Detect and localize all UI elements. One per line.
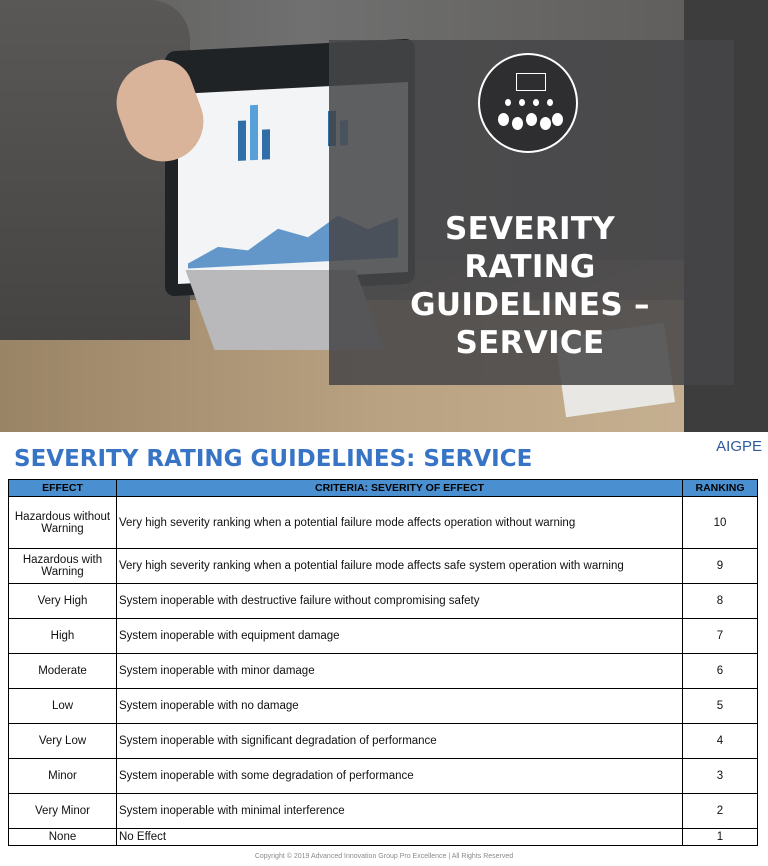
- criteria-cell: System inoperable with equipment damage: [116, 618, 683, 654]
- ranking-cell: 3: [682, 758, 758, 794]
- table-row: Moderate System inoperable with minor da…: [8, 653, 758, 689]
- table-row: Low System inoperable with no damage 5: [8, 688, 758, 724]
- table-row: None No Effect 1: [8, 828, 758, 846]
- table-row: Hazardous without Warning Very high seve…: [8, 496, 758, 549]
- table-row: Very Minor System inoperable with minima…: [8, 793, 758, 829]
- criteria-cell: System inoperable with destructive failu…: [116, 583, 683, 619]
- criteria-cell: System inoperable with minor damage: [116, 653, 683, 689]
- page-title: SEVERITY RATING GUIDELINES: SERVICE: [14, 446, 533, 472]
- criteria-cell: System inoperable with no damage: [116, 688, 683, 724]
- criteria-cell: System inoperable with significant degra…: [116, 723, 683, 759]
- criteria-cell: Very high severity ranking when a potent…: [116, 548, 683, 584]
- effect-cell: None: [8, 828, 117, 846]
- effect-cell: Hazardous with Warning: [8, 548, 117, 584]
- brand-logo: AIGPE: [716, 438, 762, 455]
- ranking-cell: 7: [682, 618, 758, 654]
- ranking-cell: 8: [682, 583, 758, 619]
- severity-table: EFFECT CRITERIA: SEVERITY OF EFFECT RANK…: [8, 479, 758, 846]
- criteria-cell: No Effect: [116, 828, 683, 846]
- effect-cell: Very High: [8, 583, 117, 619]
- person-photo: [0, 0, 190, 340]
- ranking-cell: 1: [682, 828, 758, 846]
- table-header-row: EFFECT CRITERIA: SEVERITY OF EFFECT RANK…: [8, 479, 758, 497]
- effect-cell: Minor: [8, 758, 117, 794]
- slide-title: SEVERITY RATING GUIDELINES – SERVICE: [410, 211, 650, 361]
- effect-cell: Moderate: [8, 653, 117, 689]
- ranking-cell: 4: [682, 723, 758, 759]
- ranking-cell: 6: [682, 653, 758, 689]
- effect-cell: Low: [8, 688, 117, 724]
- effect-cell: Very Minor: [8, 793, 117, 829]
- ranking-cell: 10: [682, 496, 758, 549]
- table-row: Very Low System inoperable with signific…: [8, 723, 758, 759]
- table-row: Minor System inoperable with some degrad…: [8, 758, 758, 794]
- effect-cell: Hazardous without Warning: [8, 496, 117, 549]
- effect-cell: Very Low: [8, 723, 117, 759]
- criteria-cell: System inoperable with minimal interfere…: [116, 793, 683, 829]
- effect-cell: High: [8, 618, 117, 654]
- column-header-effect: EFFECT: [8, 479, 117, 497]
- title-slide: SEVERITY RATING GUIDELINES – SERVICE: [0, 0, 768, 432]
- table-row: Very High System inoperable with destruc…: [8, 583, 758, 619]
- table-row: High System inoperable with equipment da…: [8, 618, 758, 654]
- criteria-cell: System inoperable with some degradation …: [116, 758, 683, 794]
- copyright-footer: Copyright © 2019 Advanced Innovation Gro…: [254, 853, 514, 860]
- column-header-ranking: RANKING: [682, 479, 758, 497]
- table-row: Hazardous with Warning Very high severit…: [8, 548, 758, 584]
- ranking-cell: 5: [682, 688, 758, 724]
- ranking-cell: 9: [682, 548, 758, 584]
- people-process-icon: [478, 53, 578, 153]
- criteria-cell: Very high severity ranking when a potent…: [116, 496, 683, 549]
- column-header-criteria: CRITERIA: SEVERITY OF EFFECT: [116, 479, 683, 497]
- ranking-cell: 2: [682, 793, 758, 829]
